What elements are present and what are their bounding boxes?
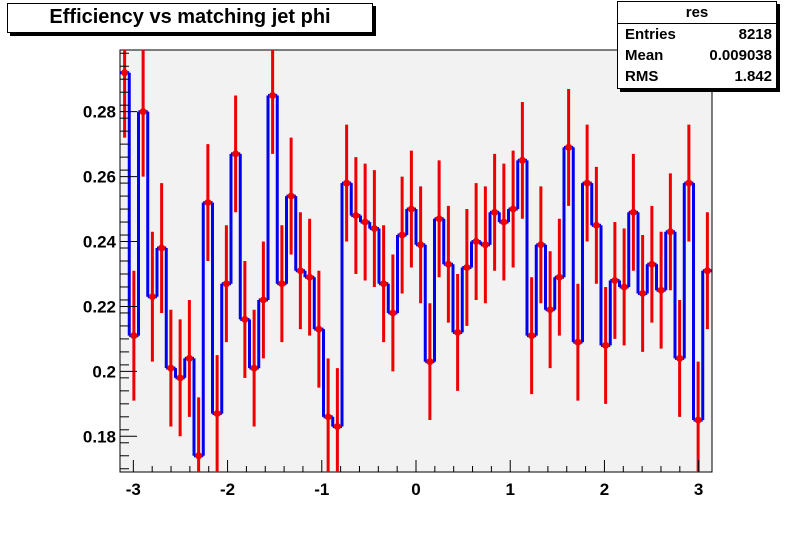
data-point [574, 338, 582, 346]
stats-label: Mean [625, 47, 664, 64]
data-point [676, 354, 684, 362]
data-point [315, 325, 323, 333]
data-point [648, 260, 656, 268]
axis-layer: -3 -2 -1 0 1 2 3 0.18 0.2 0.22 0.24 0.26 0.28 [83, 52, 703, 499]
data-point [361, 218, 369, 226]
data-point [444, 260, 452, 268]
stats-label: Entries [625, 26, 676, 43]
data-point [204, 199, 212, 207]
data-point [639, 289, 647, 297]
data-point [306, 273, 314, 281]
stats-name: res [618, 2, 776, 24]
stats-label: RMS [625, 68, 659, 85]
data-point [537, 241, 545, 249]
data-point [602, 341, 610, 349]
x-tick-label: 0 [411, 480, 420, 499]
x-tick-label: -1 [314, 480, 329, 499]
data-point [176, 374, 184, 382]
x-tick-label: 1 [505, 480, 514, 499]
data-point [287, 192, 295, 200]
data-point [629, 208, 637, 216]
error-bar-layer [121, 50, 711, 472]
data-point [491, 208, 499, 216]
stats-box: res Entries 8218 Mean 0.009038 RMS 1.842 [617, 1, 777, 89]
data-point [333, 423, 341, 431]
data-point [435, 215, 443, 223]
stats-row-entries: Entries 8218 [618, 24, 776, 45]
stats-value: 0.009038 [709, 47, 772, 64]
data-point [398, 231, 406, 239]
data-point [139, 108, 147, 116]
y-tick-label: 0.2 [92, 362, 116, 381]
data-point [565, 143, 573, 151]
data-point [296, 267, 304, 275]
data-point [250, 364, 258, 372]
y-tick-label: 0.26 [83, 168, 116, 187]
data-point [583, 179, 591, 187]
data-point [389, 309, 397, 317]
y-tick-label: 0.24 [83, 233, 117, 252]
data-point [222, 280, 230, 288]
data-point [518, 156, 526, 164]
x-tick-label: 3 [694, 480, 703, 499]
data-point [694, 416, 702, 424]
data-point [500, 218, 508, 226]
data-point [417, 241, 425, 249]
y-tick-label: 0.22 [83, 297, 116, 316]
data-point [380, 280, 388, 288]
plot-title: Efficiency vs matching jet phi [49, 6, 331, 28]
stats-value: 8218 [738, 26, 772, 43]
data-point [148, 293, 156, 301]
data-point [232, 150, 240, 158]
data-point [167, 364, 175, 372]
data-point [463, 263, 471, 271]
data-point [555, 273, 563, 281]
data-point [158, 244, 166, 252]
title-box: Efficiency vs matching jet phi [7, 3, 373, 33]
data-point [195, 452, 203, 460]
data-point [611, 276, 619, 284]
stats-value: 1.842 [734, 68, 772, 85]
histogram-layer [120, 71, 712, 458]
data-point [278, 280, 286, 288]
data-point [130, 332, 138, 340]
data-point [185, 354, 193, 362]
stats-row-rms: RMS 1.842 [618, 66, 776, 87]
data-point [509, 205, 517, 213]
data-point [343, 179, 351, 187]
data-point [528, 332, 536, 340]
data-point [592, 221, 600, 229]
data-point [472, 238, 480, 246]
y-tick-label: 0.28 [83, 103, 116, 122]
data-point [352, 212, 360, 220]
data-point [685, 179, 693, 187]
y-tick-label: 0.18 [83, 427, 116, 446]
data-point [454, 328, 462, 336]
data-point [121, 69, 129, 77]
data-point [324, 413, 332, 421]
data-point [620, 283, 628, 291]
stats-row-mean: Mean 0.009038 [618, 45, 776, 66]
data-point [657, 286, 665, 294]
data-point [666, 228, 674, 236]
data-point [546, 306, 554, 314]
data-point [259, 296, 267, 304]
data-point [269, 91, 277, 99]
data-point [241, 315, 249, 323]
plot-frame [119, 49, 713, 473]
data-point [703, 267, 711, 275]
data-point [481, 241, 489, 249]
x-tick-label: 2 [600, 480, 609, 499]
x-tick-label: -2 [220, 480, 235, 499]
data-point [370, 225, 378, 233]
data-point [407, 205, 415, 213]
x-tick-label: -3 [126, 480, 141, 499]
data-point [213, 410, 221, 418]
data-point [426, 358, 434, 366]
